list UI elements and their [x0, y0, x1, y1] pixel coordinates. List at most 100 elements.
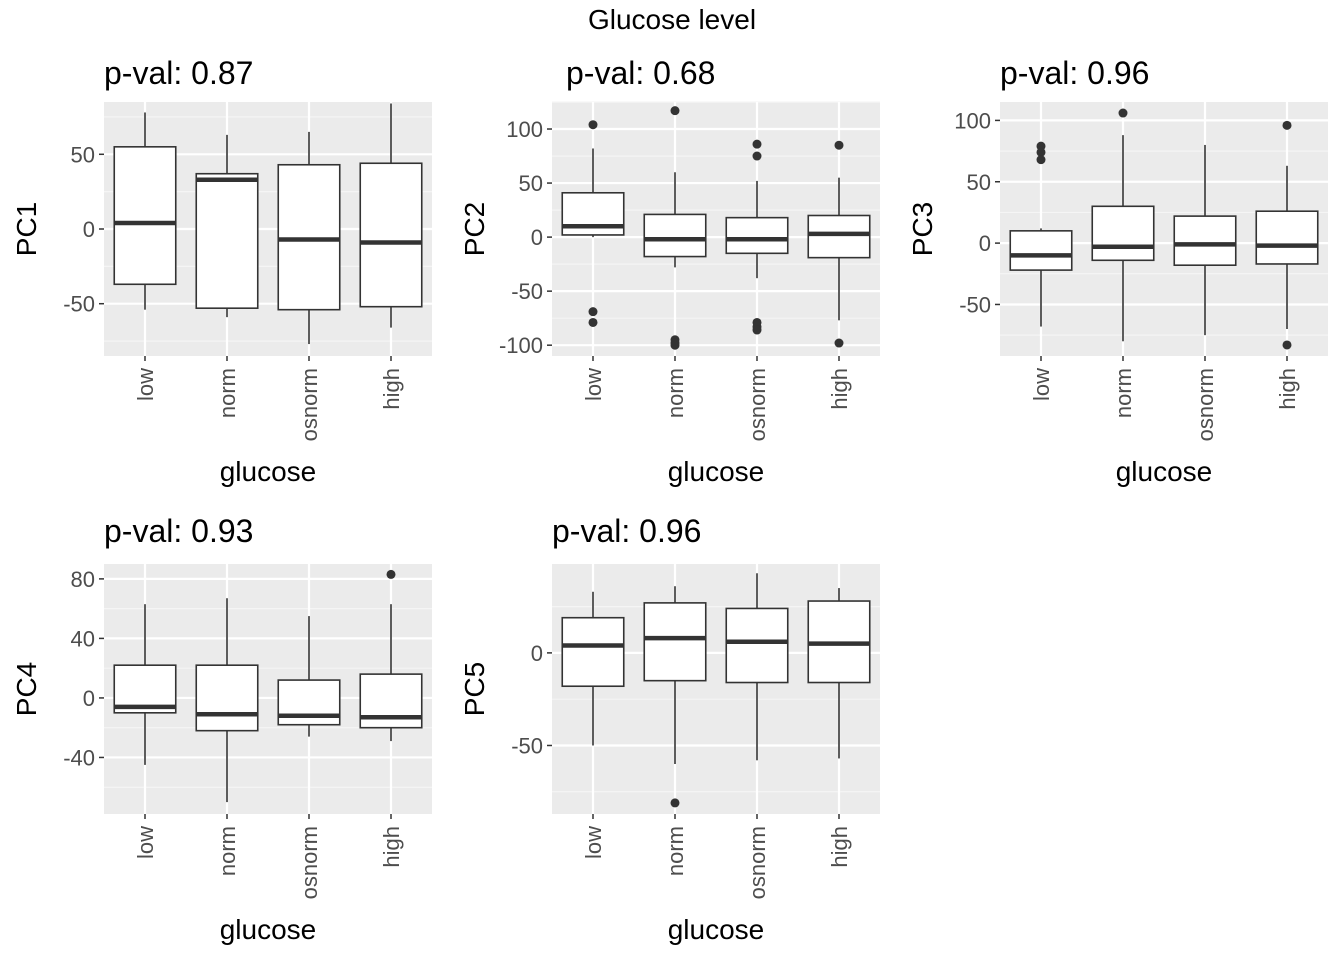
y-axis-label: PC1	[11, 202, 42, 256]
box-iqr	[561, 191, 625, 236]
x-tick-label: norm	[663, 368, 688, 418]
box-iqr	[725, 216, 789, 255]
y-tick-label: 0	[979, 231, 991, 256]
outlier-point	[670, 798, 680, 808]
box-low	[113, 604, 177, 765]
outlier-point	[670, 340, 680, 350]
outlier-point	[1036, 147, 1046, 157]
panel-4: -40 0 40 80 low norm osnorm high p-val: 0.93 gluc…	[11, 513, 432, 945]
panel-title: p-val: 0.96	[552, 513, 701, 549]
box-high	[807, 588, 871, 759]
box-osnorm	[1173, 144, 1237, 336]
box-iqr	[1091, 205, 1155, 262]
x-axis-label: glucose	[220, 456, 317, 487]
box-iqr	[359, 673, 423, 729]
x-tick-label: norm	[1111, 368, 1136, 418]
x-axis-label: glucose	[220, 914, 317, 945]
outlier-point	[588, 317, 598, 327]
y-tick-label: 50	[967, 170, 991, 195]
outlier-point	[1118, 108, 1128, 118]
x-tick-label: low	[133, 826, 158, 859]
x-tick-label: high	[827, 368, 852, 410]
outlier-point	[1282, 340, 1292, 350]
panel-5: -50 0 low norm osnorm high p-val: 0.96 glucose P…	[459, 513, 880, 945]
outlier-point	[1282, 120, 1292, 130]
x-tick-label: osnorm	[1193, 368, 1218, 441]
x-tick-label: high	[379, 826, 404, 868]
y-tick-label: 0	[83, 217, 95, 242]
x-tick-label: osnorm	[297, 368, 322, 441]
figure-title: Glucose level	[587, 4, 757, 35]
x-tick-label: norm	[663, 826, 688, 876]
box-low	[561, 120, 625, 327]
box-high	[359, 103, 423, 328]
box-norm	[1091, 108, 1155, 342]
x-tick-label: osnorm	[297, 826, 322, 899]
x-tick-label: osnorm	[745, 826, 770, 899]
x-tick-label: high	[379, 368, 404, 410]
box-low	[113, 112, 177, 310]
x-tick-label: high	[1275, 368, 1300, 410]
x-axis-label: glucose	[1116, 456, 1213, 487]
x-tick-label: low	[133, 368, 158, 401]
x-tick-label: osnorm	[745, 368, 770, 441]
panel-2: -100 -50 0 50 100 low norm osnorm high p-val: 0.6…	[459, 55, 880, 487]
box-high	[807, 140, 871, 348]
y-tick-label: -100	[499, 333, 543, 358]
box-norm	[643, 586, 707, 808]
box-iqr	[1255, 210, 1319, 265]
box-osnorm	[277, 131, 341, 345]
outlier-point	[588, 307, 598, 317]
y-axis-label: PC5	[459, 662, 490, 716]
panel-title: p-val: 0.87	[104, 55, 253, 91]
y-axis-label: PC3	[907, 202, 938, 256]
box-iqr	[1173, 215, 1237, 266]
y-tick-label: 0	[83, 686, 95, 711]
outlier-point	[752, 151, 762, 161]
box-iqr	[807, 214, 871, 259]
y-tick-label: 40	[71, 626, 95, 651]
y-tick-label: -50	[63, 292, 95, 317]
outlier-point	[1036, 155, 1046, 165]
box-osnorm	[725, 139, 789, 335]
outlier-point	[588, 120, 598, 130]
box-iqr	[113, 146, 177, 286]
x-tick-label: norm	[215, 368, 240, 418]
panel-1: -50 0 50 low norm osnorm high p-val: 0.87 glucos…	[11, 55, 432, 487]
panel-title: p-val: 0.96	[1000, 55, 1149, 91]
panel-title: p-val: 0.93	[104, 513, 253, 549]
panel-3: -50 0 50 100 low norm osnorm high p-val: 0.96 glu…	[907, 55, 1328, 487]
box-low	[1009, 141, 1073, 327]
y-tick-label: -50	[511, 279, 543, 304]
box-osnorm	[277, 616, 341, 737]
x-tick-label: low	[581, 368, 606, 401]
y-tick-label: -50	[959, 292, 991, 317]
outlier-point	[386, 569, 396, 579]
y-axis-label: PC4	[11, 662, 42, 716]
x-tick-label: low	[581, 826, 606, 859]
x-tick-label: low	[1029, 368, 1054, 401]
box-iqr	[195, 172, 259, 309]
y-tick-label: 0	[531, 641, 543, 666]
y-tick-label: 50	[519, 171, 543, 196]
y-tick-label: 100	[506, 117, 543, 142]
box-norm	[195, 598, 259, 803]
outlier-point	[834, 140, 844, 150]
box-iqr	[1009, 230, 1073, 271]
box-norm	[643, 106, 707, 350]
panel-title: p-val: 0.68	[566, 55, 715, 91]
box-low	[561, 591, 625, 746]
outlier-point	[670, 106, 680, 116]
box-iqr	[643, 602, 707, 682]
x-axis-label: glucose	[668, 914, 765, 945]
box-iqr	[643, 213, 707, 258]
box-iqr	[359, 162, 423, 308]
box-norm	[195, 134, 259, 318]
y-tick-label: -40	[63, 745, 95, 770]
x-tick-label: high	[827, 826, 852, 868]
box-high	[1255, 120, 1319, 350]
y-tick-label: 100	[954, 108, 991, 133]
x-tick-label: norm	[215, 826, 240, 876]
